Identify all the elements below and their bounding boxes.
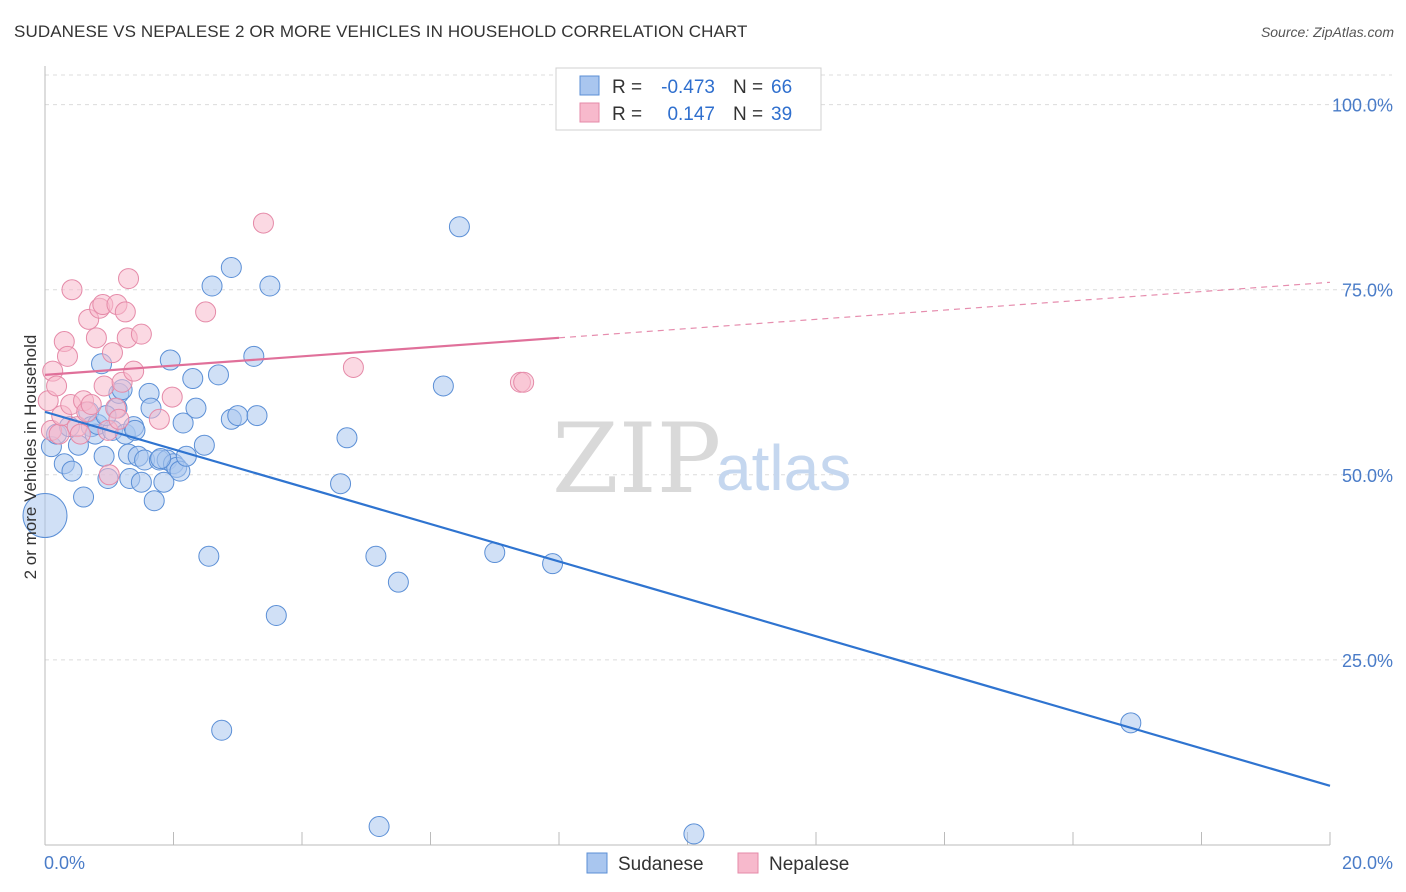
nepalese-point — [148, 408, 170, 430]
sudanese-point — [683, 823, 705, 845]
sudanese-point — [207, 364, 229, 386]
sudanese-point — [227, 405, 249, 427]
legend-r-label-sudanese: R = — [612, 77, 642, 98]
axes-layer — [44, 66, 1331, 846]
nepalese-point — [101, 342, 123, 364]
watermark-atlas: atlas — [716, 432, 851, 504]
sudanese-point — [387, 571, 409, 593]
x-tick-label: 0.0% — [44, 853, 85, 873]
sudanese-point — [259, 275, 281, 297]
legend-n-value-sudanese: 66 — [771, 77, 792, 98]
sudanese-point — [432, 375, 454, 397]
nepalese-point — [123, 360, 145, 382]
y-tick-label: 25.0% — [1342, 651, 1393, 671]
nepalese-point — [61, 279, 83, 301]
nepalese-trend-line-projection — [558, 281, 1331, 339]
sudanese-point — [211, 719, 233, 741]
legend-n-label-nepalese: N = — [733, 104, 763, 125]
sudanese-point — [172, 412, 194, 434]
legend-r-value-nepalese: 0.147 — [667, 104, 715, 125]
nepalese-point — [130, 323, 152, 345]
legend-swatch-sudanese — [579, 75, 600, 96]
legend-bottom-swatch-sudanese — [586, 852, 608, 874]
sudanese-point — [143, 490, 165, 512]
source-label: Source: ZipAtlas.com — [1260, 24, 1394, 40]
nepalese-point — [513, 371, 535, 393]
y-tick-label: 75.0% — [1342, 281, 1393, 301]
nepalese-point — [69, 423, 91, 445]
legend-r-label-nepalese: R = — [612, 104, 642, 125]
legend-r-value-sudanese: -0.473 — [661, 77, 715, 98]
sudanese-point — [130, 471, 152, 493]
sudanese-point — [124, 419, 146, 441]
nepalese-point — [342, 356, 364, 378]
sudanese-point — [330, 473, 352, 495]
sudanese-point — [246, 405, 268, 427]
nepalese-point — [80, 393, 102, 415]
x-tick-label: 20.0% — [1342, 853, 1393, 873]
tick-label-layer: 25.0% 50.0% 75.0% 100.0% 0.0% 20.0% — [44, 96, 1393, 873]
sudanese-point — [336, 427, 358, 449]
nepalese-point — [56, 345, 78, 367]
nepalese-point — [98, 464, 120, 486]
watermark: ZIP atlas — [552, 403, 851, 515]
nepalese-point — [46, 375, 68, 397]
sudanese-point — [365, 545, 387, 567]
legend-swatch-nepalese — [579, 102, 600, 123]
nepalese-point — [48, 423, 70, 445]
sudanese-point — [243, 345, 265, 367]
watermark-zip: ZIP — [552, 403, 721, 515]
y-tick-label: 50.0% — [1342, 466, 1393, 486]
nepalese-point — [118, 268, 140, 290]
legend-bottom: Sudanese Nepalese — [586, 852, 849, 875]
sudanese-point — [201, 275, 223, 297]
nepalese-point — [114, 301, 136, 323]
nepalese-point — [85, 327, 107, 349]
sudanese-point — [73, 486, 95, 508]
nepalese-point — [252, 212, 274, 234]
sudanese-point — [193, 434, 215, 456]
sudanese-point — [265, 604, 287, 626]
sudanese-point — [93, 445, 115, 467]
nepalese-point — [161, 386, 183, 408]
sudanese-point — [182, 368, 204, 390]
sudanese-point — [185, 397, 207, 419]
sudanese-point — [61, 460, 83, 482]
legend-n-value-nepalese: 39 — [771, 104, 792, 125]
legend-bottom-label-nepalese: Nepalese — [769, 854, 849, 875]
points-layer — [22, 212, 1142, 845]
sudanese-point — [153, 471, 175, 493]
legend-bottom-label-sudanese: Sudanese — [618, 854, 704, 875]
nepalese-point — [195, 301, 217, 323]
trend-layer — [44, 281, 1331, 787]
sudanese-point — [175, 445, 197, 467]
y-tick-label: 100.0% — [1332, 96, 1393, 116]
sudanese-trend-line — [44, 410, 1331, 787]
y-axis-title: 2 or more Vehicles in Household — [21, 335, 40, 580]
sudanese-point — [150, 448, 172, 470]
nepalese-trend-line — [44, 336, 560, 376]
sudanese-point — [448, 216, 470, 238]
grid-layer — [45, 74, 1392, 661]
sudanese-point — [22, 493, 68, 539]
sudanese-point — [220, 257, 242, 278]
sudanese-point — [368, 815, 390, 837]
legend-n-label-sudanese: N = — [733, 77, 763, 98]
chart-title: SUDANESE VS NEPALESE 2 OR MORE VEHICLES … — [14, 22, 748, 41]
sudanese-point — [1120, 712, 1142, 734]
sudanese-point — [198, 545, 220, 567]
legend-top: R = -0.473 N = 66 R = 0.147 N = 39 — [555, 67, 822, 131]
legend-bottom-swatch-nepalese — [737, 852, 759, 874]
nepalese-point — [108, 408, 130, 430]
nepalese-point — [93, 375, 115, 397]
